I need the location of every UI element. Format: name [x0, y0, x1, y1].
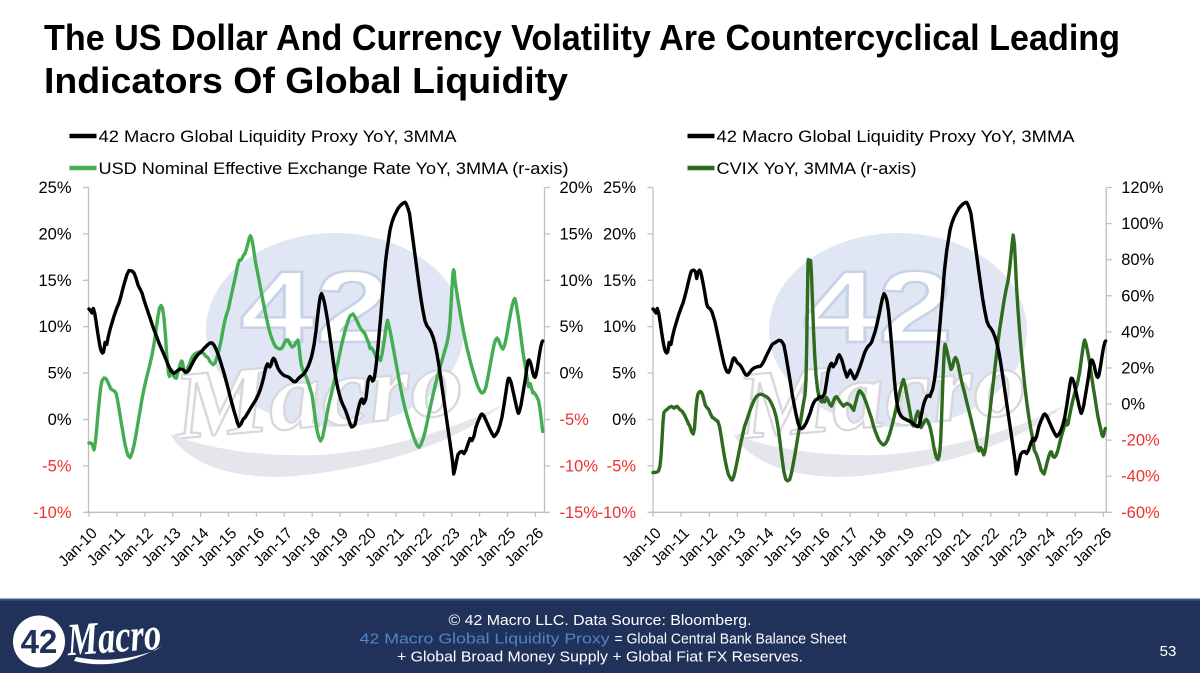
svg-text:-5%: -5% — [560, 411, 590, 429]
svg-text:-5%: -5% — [42, 457, 72, 475]
svg-text:10%: 10% — [560, 272, 593, 290]
svg-text:80%: 80% — [1121, 251, 1154, 269]
svg-text:25%: 25% — [603, 179, 636, 197]
svg-text:-10%: -10% — [560, 457, 599, 475]
svg-text:42 Macro Global Liquidity Prox: 42 Macro Global Liquidity Proxy — [360, 631, 611, 648]
svg-text:42 Macro Global Liquidity Prox: 42 Macro Global Liquidity Proxy YoY, 3MM… — [717, 127, 1076, 146]
svg-text:Macro: Macro — [65, 608, 163, 665]
svg-text:42 Macro Global Liquidity Prox: 42 Macro Global Liquidity Proxy YoY, 3MM… — [99, 127, 458, 146]
svg-text:42: 42 — [21, 623, 58, 660]
svg-text:0%: 0% — [48, 411, 72, 429]
svg-text:15%: 15% — [38, 272, 71, 290]
svg-text:-10%: -10% — [597, 504, 636, 522]
svg-text:-5%: -5% — [607, 457, 637, 475]
svg-text:CVIX YoY, 3MMA (r-axis): CVIX YoY, 3MMA (r-axis) — [717, 159, 917, 178]
svg-text:20%: 20% — [560, 179, 593, 197]
svg-text:40%: 40% — [1121, 323, 1154, 341]
svg-text:5%: 5% — [612, 365, 636, 383]
svg-text:0%: 0% — [560, 365, 584, 383]
svg-text:-15%: -15% — [560, 504, 599, 522]
svg-text:5%: 5% — [560, 318, 584, 336]
svg-text:10%: 10% — [38, 318, 71, 336]
svg-text:20%: 20% — [1121, 359, 1154, 377]
svg-text:-60%: -60% — [1121, 504, 1160, 522]
svg-text:20%: 20% — [603, 225, 636, 243]
svg-text:15%: 15% — [560, 225, 593, 243]
svg-text:5%: 5% — [48, 365, 72, 383]
svg-text:Indicators Of Global Liquidity: Indicators Of Global Liquidity — [44, 60, 568, 101]
svg-text:42: 42 — [803, 250, 953, 364]
svg-text:© 42 Macro LLC. Data Source: B: © 42 Macro LLC. Data Source: Bloomberg. — [449, 612, 752, 629]
svg-text:The US Dollar And Currency Vol: The US Dollar And Currency Volatility Ar… — [44, 17, 1120, 58]
svg-text:100%: 100% — [1121, 215, 1164, 233]
svg-text:60%: 60% — [1121, 287, 1154, 305]
svg-text:-10%: -10% — [33, 504, 72, 522]
svg-text:-20%: -20% — [1121, 432, 1160, 450]
svg-text:10%: 10% — [603, 318, 636, 336]
svg-text:-40%: -40% — [1121, 468, 1160, 486]
svg-text:USD Nominal Effective Exchange: USD Nominal Effective Exchange Rate YoY,… — [99, 159, 569, 178]
svg-text:0%: 0% — [1121, 396, 1145, 414]
svg-text:53: 53 — [1160, 643, 1177, 660]
svg-text:120%: 120% — [1121, 179, 1164, 197]
svg-text:15%: 15% — [603, 272, 636, 290]
svg-text:25%: 25% — [38, 179, 71, 197]
svg-text:= Global Central Bank Balance: = Global Central Bank Balance Sheet — [615, 631, 848, 648]
svg-text:+ Global Broad Money Supply +: + Global Broad Money Supply + Global Fia… — [397, 649, 803, 666]
svg-text:0%: 0% — [612, 411, 636, 429]
svg-text:20%: 20% — [38, 225, 71, 243]
